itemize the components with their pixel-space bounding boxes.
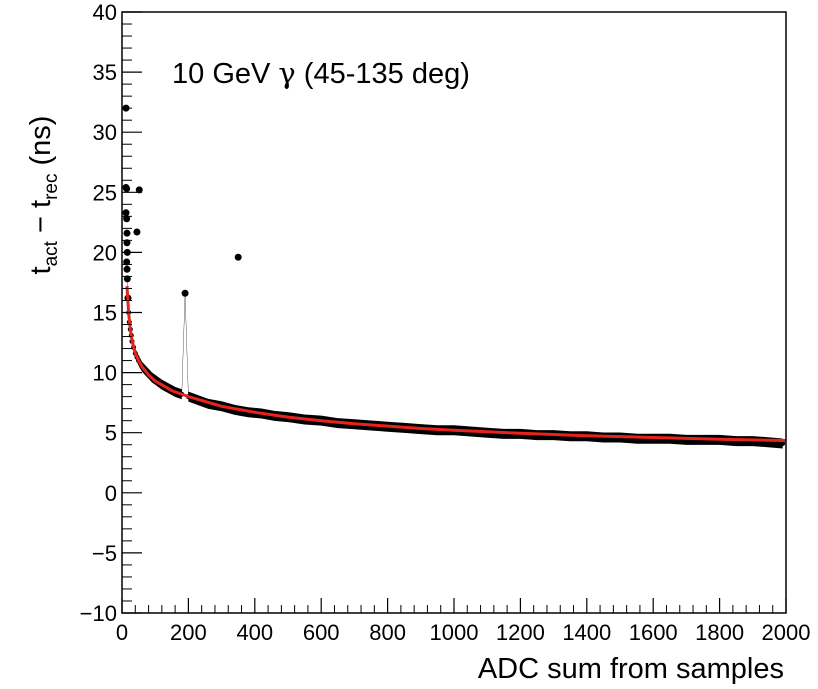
x-tick-label: 2000 [762, 620, 811, 645]
data-point [122, 209, 130, 217]
x-tick-label: 1800 [695, 620, 744, 645]
data-point [123, 239, 131, 247]
x-tick-label: 1000 [430, 620, 479, 645]
y-tick-label: 0 [105, 481, 117, 506]
x-tick-label: 1600 [629, 620, 678, 645]
data-point [135, 186, 143, 194]
data-point [123, 185, 131, 193]
data-point [181, 289, 189, 297]
x-tick-label: 800 [369, 620, 406, 645]
x-tick-label: 1400 [562, 620, 611, 645]
fit-line [125, 286, 787, 442]
x-tick-label: 0 [116, 620, 128, 645]
data-point [123, 258, 131, 266]
y-tick-label: 35 [93, 60, 117, 85]
y-tick-label: 10 [93, 361, 117, 386]
y-axis-ticks: −10 −5 0 5 10 15 20 25 30 35 40 [80, 0, 142, 626]
fit-curve [125, 286, 787, 442]
plot-annotation: 10 GeV γ (45-135 deg) [172, 56, 470, 90]
dense-band [127, 273, 783, 449]
data-point [123, 275, 131, 283]
y-tick-label: −10 [80, 601, 117, 626]
y-axis-title: tact − trec (ns) [25, 116, 62, 275]
y-tick-label: 30 [93, 120, 117, 145]
data-band [127, 273, 783, 449]
y-tick-label: 5 [105, 421, 117, 446]
y-tick-label: 40 [93, 0, 117, 25]
y-tick-label: −5 [92, 541, 117, 566]
data-point [133, 228, 141, 236]
data-points [122, 104, 786, 447]
data-point [234, 253, 242, 261]
data-point [780, 441, 786, 447]
data-point [123, 265, 131, 273]
x-tick-label: 200 [170, 620, 207, 645]
y-tick-label: 15 [93, 301, 117, 326]
y-tick-label: 20 [93, 240, 117, 265]
y-tick-label: 25 [93, 180, 117, 205]
data-point [123, 229, 131, 237]
x-tick-label: 400 [236, 620, 273, 645]
x-axis-title: ADC sum from samples [478, 653, 784, 685]
x-tick-label: 1200 [496, 620, 545, 645]
data-point [123, 215, 131, 223]
x-axis-ticks: 0 200 400 600 800 1000 1200 1400 1600 1800 2000 [116, 598, 811, 645]
x-tick-label: 600 [303, 620, 340, 645]
plot-frame [121, 11, 787, 614]
